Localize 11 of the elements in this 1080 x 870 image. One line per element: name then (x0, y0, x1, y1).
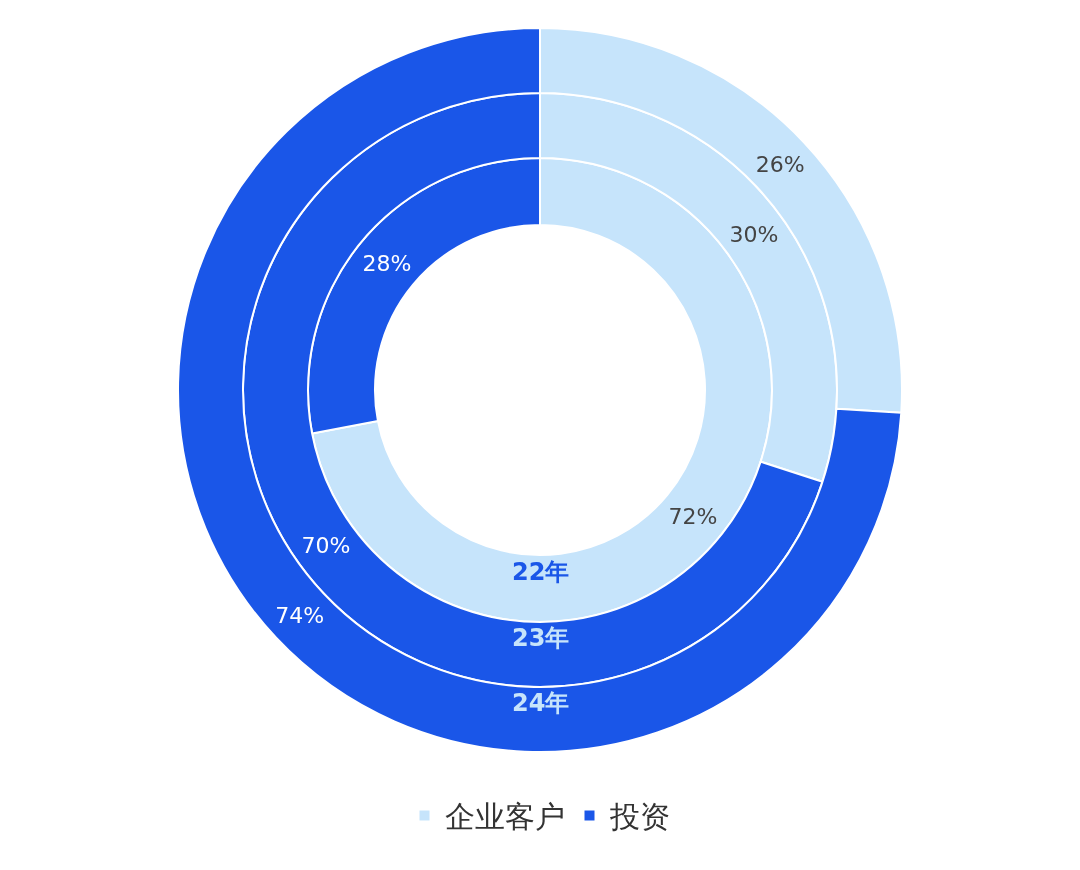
legend-label: 投资 (608, 799, 670, 835)
data-label: 26% (755, 151, 805, 177)
data-label: 72% (668, 504, 718, 530)
data-label: 28% (362, 250, 412, 276)
legend-label: 企业客户 (444, 799, 565, 835)
slice-label: 22年 (512, 558, 570, 586)
data-label: 74% (275, 603, 325, 629)
slice-label: 24年 (512, 689, 570, 717)
data-label: 70% (301, 532, 351, 558)
data-label: 30% (729, 222, 779, 248)
slice-label: 23年 (512, 624, 570, 652)
